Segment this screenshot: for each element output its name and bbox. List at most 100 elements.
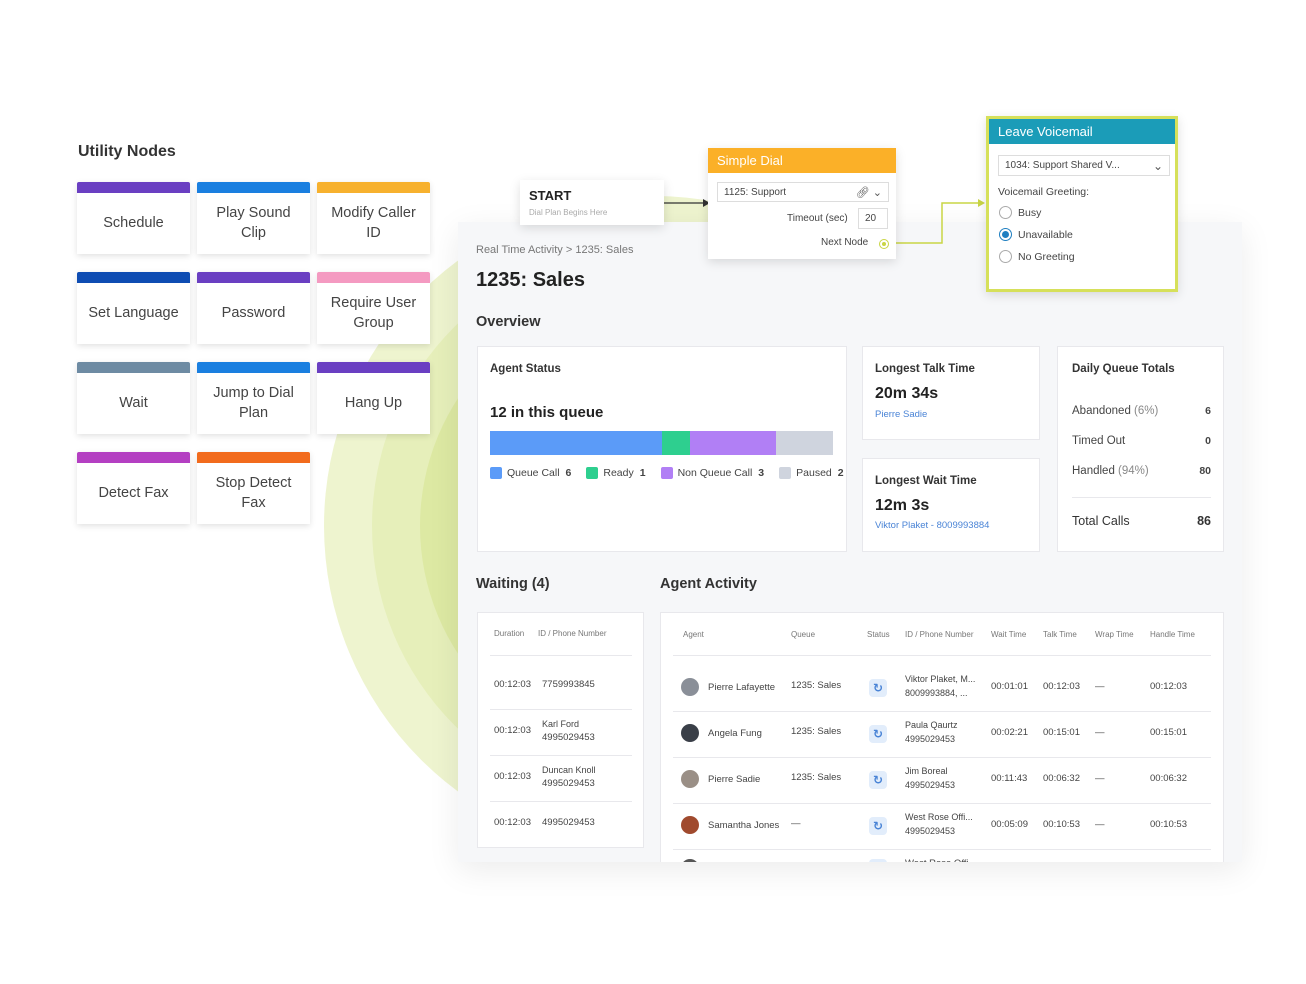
legend-swatch — [586, 467, 599, 479]
caller-phone: 4995029453 — [905, 734, 956, 744]
activity-column-header[interactable]: Talk Time — [1043, 630, 1077, 639]
agent-status-title: Agent Status — [490, 363, 561, 375]
activity-column-header[interactable]: Handle Time — [1150, 630, 1195, 639]
queue-count: 12 in this queue — [490, 404, 604, 421]
legend-swatch — [660, 467, 673, 479]
tile-label: Password — [221, 305, 286, 321]
tile-color-bar — [197, 182, 310, 193]
agent-name[interactable]: Pierre Lafayette — [708, 682, 776, 693]
agent-status-legend: Queue Call 6 Ready 1 Non Queue Call 3 Paused 2 — [490, 467, 859, 479]
utility-node-tile[interactable]: Play Sound Clip — [197, 182, 310, 254]
legend-label: Ready — [603, 467, 634, 479]
waiting-caller-name: Karl Ford — [542, 719, 580, 729]
leave-voicemail-node[interactable]: Leave Voicemail 1034: Support Shared V..… — [986, 116, 1178, 292]
longest-wait-caller-link[interactable]: Viktor Plaket - 8009993884 — [875, 520, 990, 531]
row-divider — [673, 849, 1211, 850]
realtime-dashboard: Real Time Activity > 1235: Sales 1235: S… — [458, 222, 1242, 862]
agent-avatar — [681, 770, 699, 788]
utility-node-tile[interactable]: Jump to Dial Plan — [197, 362, 310, 434]
wait-time: 00:05:09 — [991, 819, 1028, 830]
longest-wait-title: Longest Wait Time — [875, 475, 977, 487]
wait-time: 00:02:21 — [991, 727, 1028, 738]
tile-label: Hang Up — [344, 395, 403, 411]
caller-phone: 8009993884, ... — [905, 688, 968, 698]
utility-node-tile[interactable]: Hang Up — [317, 362, 430, 434]
waiting-caller-name: Duncan Knoll — [542, 765, 596, 775]
status-icon[interactable]: ↻ — [869, 679, 887, 697]
legend-value: 2 — [837, 467, 844, 479]
start-node[interactable]: START Dial Plan Begins Here — [520, 180, 664, 225]
radio-button[interactable] — [999, 206, 1012, 219]
agent-name[interactable]: Samantha Jones — [708, 820, 780, 831]
utility-node-tile[interactable]: Set Language — [77, 272, 190, 344]
simple-dial-node[interactable]: Simple Dial 1125: Support 🔗︎ ⌄ Timeout (… — [708, 148, 896, 259]
utility-node-tile[interactable]: Modify Caller ID — [317, 182, 430, 254]
breadcrumb[interactable]: Real Time Activity > 1235: Sales — [476, 244, 634, 256]
greeting-option-label: No Greeting — [1018, 250, 1075, 263]
tile-color-bar — [197, 272, 310, 283]
total-calls-value: 86 — [1197, 514, 1211, 528]
caller-name: Jim Boreal — [905, 766, 948, 776]
status-icon[interactable]: ↻ — [869, 859, 887, 862]
activity-column-header[interactable]: Wrap Time — [1095, 630, 1134, 639]
simple-dial-target-select[interactable]: 1125: Support 🔗︎ ⌄ — [717, 182, 889, 202]
agent-name[interactable]: Angela Fung — [708, 728, 762, 739]
daily-queue-totals-card: Daily Queue Totals Abandoned (6%) 6 Timed … — [1057, 346, 1224, 552]
daily-total-label: Timed Out — [1072, 435, 1126, 447]
agent-queue: 1235: Sales — [791, 680, 842, 691]
next-node-port[interactable] — [879, 239, 889, 249]
caller-phone: 4995029453 — [905, 780, 956, 790]
utility-nodes-title: Utility Nodes — [78, 143, 176, 160]
utility-node-tile[interactable]: Schedule — [77, 182, 190, 254]
status-icon[interactable]: ↻ — [869, 725, 887, 743]
wrap-time: — — [1095, 681, 1105, 692]
agent-name[interactable]: Pierre Sadie — [708, 774, 761, 785]
waiting-header-divider — [490, 655, 632, 656]
activity-column-header[interactable]: Agent — [683, 630, 704, 639]
utility-node-tile[interactable]: Require User Group — [317, 272, 430, 344]
legend-label: Paused — [796, 467, 832, 479]
legend-value: 6 — [565, 467, 572, 479]
daily-totals-title: Daily Queue Totals — [1072, 363, 1175, 375]
radio-button[interactable] — [999, 250, 1012, 263]
daily-total-value: 6 — [1205, 405, 1211, 417]
daily-total-pct: (6%) — [1134, 405, 1159, 417]
greeting-option[interactable]: Busy — [999, 206, 1041, 219]
tile-color-bar — [77, 452, 190, 463]
legend-swatch — [779, 467, 792, 479]
activity-column-header[interactable]: Queue — [791, 630, 816, 639]
longest-wait-card: Longest Wait Time 12m 3s Viktor Plaket -… — [862, 458, 1040, 552]
agent-avatar — [681, 816, 699, 834]
longest-talk-agent-link[interactable]: Pierre Sadie — [875, 409, 928, 420]
utility-node-tile[interactable]: Detect Fax — [77, 452, 190, 524]
longest-talk-card: Longest Talk Time 20m 34s Pierre Sadie — [862, 346, 1040, 440]
tile-color-bar — [77, 362, 190, 373]
utility-node-tile[interactable]: Password — [197, 272, 310, 344]
tile-label: Stop Detect Fax — [215, 475, 292, 511]
activity-column-header[interactable]: Status — [867, 630, 890, 639]
agent-status-bar — [490, 431, 833, 455]
daily-total-label: Handled — [1072, 465, 1115, 477]
waiting-col-duration: Duration — [494, 629, 525, 638]
utility-node-tile[interactable]: Wait — [77, 362, 190, 434]
handle-time: 00:10:53 — [1150, 819, 1187, 830]
radio-button[interactable] — [999, 228, 1012, 241]
tile-color-bar — [317, 182, 430, 193]
voicemail-box-select[interactable]: 1034: Support Shared V... ⌄ — [998, 155, 1170, 176]
caller-name: Viktor Plaket, M... — [905, 674, 976, 684]
handle-time: 00:06:32 — [1150, 773, 1187, 784]
greeting-option[interactable]: No Greeting — [999, 250, 1075, 263]
waiting-phone: 4995029453 — [542, 817, 595, 828]
waiting-duration: 00:12:03 — [494, 679, 531, 690]
wait-time: 00:11:43 — [991, 773, 1028, 784]
status-icon[interactable]: ↻ — [869, 817, 887, 835]
status-icon[interactable]: ↻ — [869, 771, 887, 789]
activity-column-header[interactable]: ID / Phone Number — [905, 630, 974, 639]
activity-column-header[interactable]: Wait Time — [991, 630, 1027, 639]
waiting-phone: 4995029453 — [542, 778, 595, 789]
status-segment — [661, 431, 691, 455]
wrap-time: — — [1095, 773, 1105, 784]
timeout-input[interactable]: 20 — [858, 208, 888, 229]
greeting-option[interactable]: Unavailable — [999, 228, 1073, 241]
utility-node-tile[interactable]: Stop Detect Fax — [197, 452, 310, 524]
